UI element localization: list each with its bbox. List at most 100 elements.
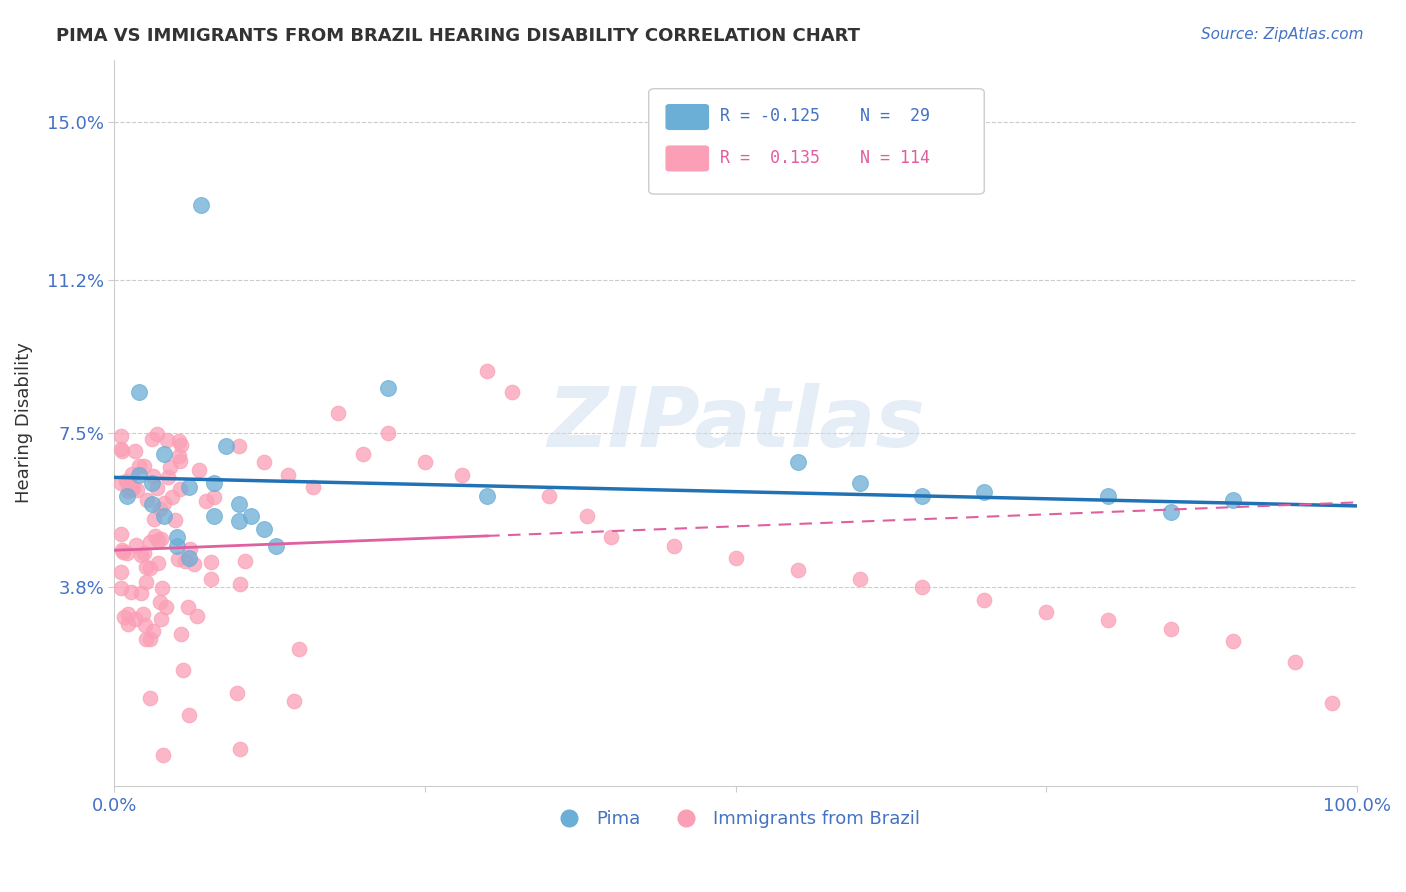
Point [128,467,150,482]
Point [229,576,252,591]
Y-axis label: Hearing Disability: Hearing Disability [15,343,32,503]
Point [146,427,169,442]
Point [124,444,146,458]
Point [132,607,155,621]
Point [170,438,193,452]
Point [117,477,139,491]
Point [190,198,212,212]
Point [215,439,238,453]
Point [139,690,162,705]
Point [202,490,225,504]
Point [1320,697,1343,711]
Point [1222,634,1244,648]
Point [110,582,132,596]
FancyBboxPatch shape [666,146,709,170]
Point [188,463,211,477]
Point [150,533,173,547]
Point [160,490,183,504]
Point [128,384,150,399]
Point [127,483,149,498]
Point [143,512,166,526]
Point [240,509,263,524]
Point [228,497,250,511]
Point [131,548,153,562]
Point [1097,613,1119,627]
Point [1035,605,1057,619]
Point [786,455,808,469]
Point [179,541,201,556]
Point [146,533,169,548]
Point [111,443,134,458]
Point [377,426,399,441]
Point [143,529,166,543]
Point [156,470,179,484]
Point [183,557,205,571]
Point [283,694,305,708]
Point [233,554,256,568]
Point [202,509,225,524]
Point [134,546,156,560]
Point [451,467,474,482]
Point [152,747,174,762]
Point [111,545,134,559]
Point [118,480,141,494]
Point [134,618,156,632]
Point [1097,489,1119,503]
Point [150,581,173,595]
Point [724,551,747,566]
Point [911,580,934,594]
Point [110,565,132,579]
Point [142,469,165,483]
Point [288,642,311,657]
Point [225,686,247,700]
Point [264,539,287,553]
Point [1160,622,1182,636]
Point [146,557,169,571]
Point [166,539,188,553]
Point [973,484,995,499]
Text: R =  0.135    N = 114: R = 0.135 N = 114 [720,149,929,167]
Point [132,458,155,473]
Point [352,447,374,461]
Text: Source: ZipAtlas.com: Source: ZipAtlas.com [1201,27,1364,42]
Point [252,522,274,536]
Point [1222,492,1244,507]
Point [177,599,200,614]
Point [786,564,808,578]
Point [200,555,222,569]
FancyBboxPatch shape [648,88,984,194]
Point [110,527,132,541]
Point [169,482,191,496]
Point [121,467,143,481]
Point [156,433,179,447]
Point [179,708,201,723]
Point [229,741,252,756]
Point [169,449,191,463]
Point [177,551,200,566]
Point [377,381,399,395]
Point [115,546,138,560]
Point [141,432,163,446]
Point [145,481,167,495]
Point [153,509,176,524]
Point [110,476,132,491]
Point [252,455,274,469]
Point [277,467,299,482]
Point [228,514,250,528]
Point [121,481,143,495]
Point [177,480,200,494]
Point [110,428,132,442]
Point [153,496,176,510]
Point [115,474,138,488]
Point [174,554,197,568]
Point [477,364,499,378]
Point [172,663,194,677]
Point [149,595,172,609]
Point [195,493,218,508]
Point [112,609,135,624]
FancyBboxPatch shape [666,104,709,129]
Point [159,459,181,474]
Point [117,607,139,622]
Point [1284,655,1306,669]
Point [117,475,139,490]
